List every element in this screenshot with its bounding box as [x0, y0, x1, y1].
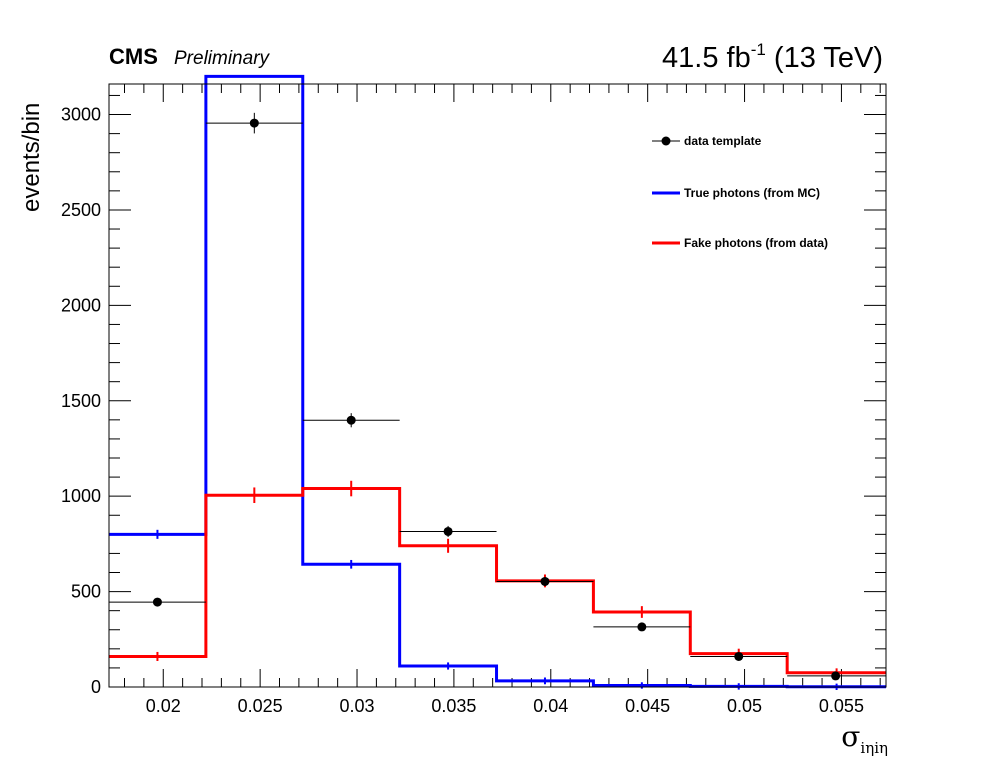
data-point [831, 671, 841, 681]
data-point [443, 526, 453, 536]
data-point [637, 622, 647, 632]
lumi-value: 41.5 fb [662, 42, 751, 74]
cms-label: CMS [109, 44, 158, 69]
y-tick-label: 0 [91, 677, 101, 697]
data-point [540, 576, 550, 586]
series-layer [109, 74, 886, 690]
energy-label: (13 TeV) [765, 42, 883, 74]
preliminary-label: Preliminary [174, 48, 270, 69]
x-tick-label: 0.02 [146, 696, 181, 716]
data-point [152, 597, 162, 607]
lumi-exponent: -1 [750, 40, 766, 59]
legend-marker-point [661, 136, 671, 146]
x-tick-label: 0.03 [339, 696, 374, 716]
x-tick-label: 0.055 [819, 696, 864, 716]
data-point [734, 651, 744, 661]
legend-label: Fake photons (from data) [684, 236, 828, 250]
y-tick-label: 500 [71, 582, 101, 602]
fake-photons-step-line [109, 487, 886, 675]
y-tick-label: 2000 [61, 295, 101, 315]
x-tick-label: 0.045 [625, 696, 670, 716]
x-tick-label: 0.035 [431, 696, 476, 716]
y-tick-label: 3000 [61, 105, 101, 125]
axis-ticks [109, 84, 886, 688]
x-tick-label: 0.05 [727, 696, 762, 716]
x-axis-label: σiηiη [841, 720, 888, 757]
y-tick-label: 2500 [61, 200, 101, 220]
true-photons-step-line [109, 74, 886, 689]
y-tick-label: 1500 [61, 391, 101, 411]
y-tick-label: 1000 [61, 486, 101, 506]
data-point [346, 415, 356, 425]
legend-label: True photons (from MC) [684, 186, 820, 200]
x-axis-symbol: σ [841, 720, 861, 753]
x-tick-label: 0.025 [238, 696, 283, 716]
x-tick-label: 0.04 [533, 696, 568, 716]
legend: data template True photons (from MC) Fake … [652, 134, 828, 250]
plot-frame [108, 83, 887, 688]
tick-labels: 0.02 0.025 0.03 0.035 0.04 0.045 0.05 0.055 0 500… [61, 105, 864, 716]
legend-label: data template [684, 134, 762, 148]
data-point [249, 118, 259, 128]
luminosity-label: 41.5 fb-1 (13 TeV) [662, 40, 883, 75]
x-axis-subscript: iηiη [860, 739, 888, 757]
